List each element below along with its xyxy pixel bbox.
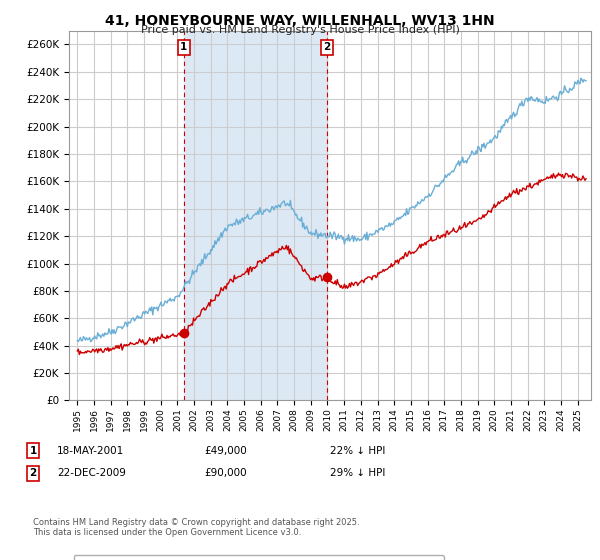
Text: 2: 2 [323,43,331,53]
Text: 41, HONEYBOURNE WAY, WILLENHALL, WV13 1HN: 41, HONEYBOURNE WAY, WILLENHALL, WV13 1H… [105,14,495,28]
Text: £90,000: £90,000 [204,468,247,478]
Text: 18-MAY-2001: 18-MAY-2001 [57,446,124,456]
Bar [184,31,327,400]
Legend: 41, HONEYBOURNE WAY, WILLENHALL, WV13 1HN (semi-detached house), HPI: Average pr: 41, HONEYBOURNE WAY, WILLENHALL, WV13 1H… [74,555,444,560]
Text: £49,000: £49,000 [204,446,247,456]
Text: 29% ↓ HPI: 29% ↓ HPI [330,468,385,478]
Text: 2: 2 [29,468,37,478]
Text: Price paid vs. HM Land Registry's House Price Index (HPI): Price paid vs. HM Land Registry's House … [140,25,460,35]
Text: 22-DEC-2009: 22-DEC-2009 [57,468,126,478]
Text: 1: 1 [29,446,37,456]
Text: 22% ↓ HPI: 22% ↓ HPI [330,446,385,456]
Text: Contains HM Land Registry data © Crown copyright and database right 2025.
This d: Contains HM Land Registry data © Crown c… [33,518,359,538]
Text: 1: 1 [180,43,187,53]
